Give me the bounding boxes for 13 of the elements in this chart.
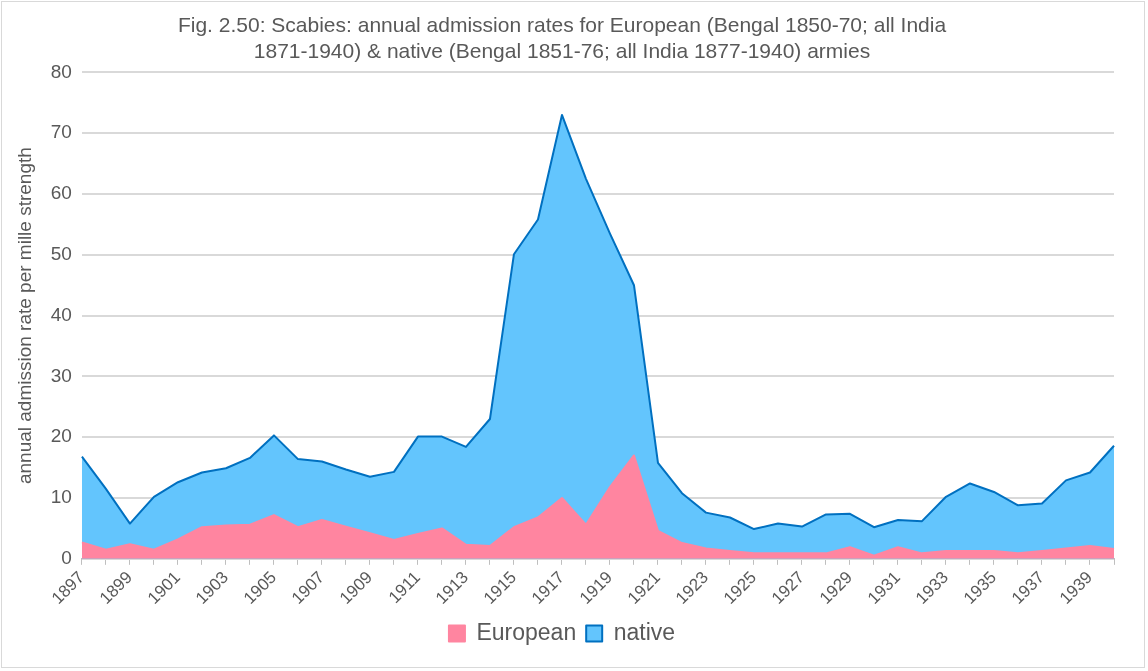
y-tick-label: 80: [50, 60, 72, 82]
y-axis-title: annual admission rate per mille strength: [13, 147, 35, 485]
legend-label: native: [613, 618, 676, 645]
y-tick-label: 40: [50, 303, 72, 325]
y-tick-label: 20: [50, 425, 72, 447]
y-tick-label: 0: [61, 547, 72, 569]
chart-title: Fig. 2.50: Scabies: annual admission rates for European (Bengal 1850-70; all India 1871-1940) & native (Bengal 1851-76; all India 1877-1940) armies: [177, 13, 947, 62]
y-tick-label: 30: [50, 364, 72, 386]
legend-label: European: [476, 618, 577, 645]
y-tick-label: 60: [50, 182, 72, 204]
y-tick-label: 10: [50, 486, 72, 508]
y-tick-label: 50: [50, 243, 72, 265]
y-tick-label: 70: [50, 121, 72, 143]
